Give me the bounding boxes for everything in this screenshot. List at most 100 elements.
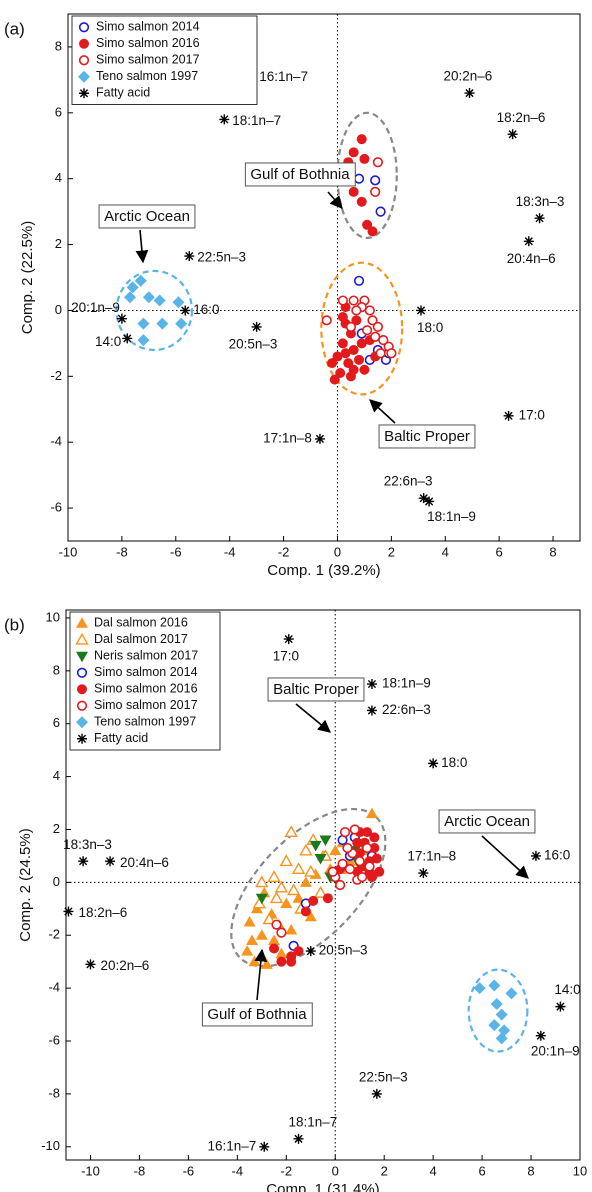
marker bbox=[184, 251, 195, 262]
marker bbox=[555, 1001, 566, 1012]
annotation-box bbox=[438, 809, 536, 834]
x-tick-label: 4 bbox=[442, 544, 449, 559]
marker bbox=[523, 236, 534, 247]
marker bbox=[137, 334, 150, 347]
marker bbox=[274, 880, 289, 893]
marker bbox=[348, 295, 359, 306]
fatty-acid-label: 22:6n–3 bbox=[384, 474, 433, 489]
marker bbox=[327, 866, 338, 877]
marker bbox=[366, 705, 377, 716]
marker bbox=[305, 946, 316, 957]
marker bbox=[313, 886, 328, 898]
group-ellipse bbox=[320, 261, 404, 396]
marker bbox=[153, 294, 166, 307]
fatty-acid-label: 17:1n–8 bbox=[263, 430, 312, 445]
marker bbox=[356, 338, 367, 349]
marker bbox=[371, 853, 382, 864]
marker bbox=[269, 943, 280, 954]
x-tick-label: 2 bbox=[381, 1163, 388, 1178]
fatty-acid-label: 18:0 bbox=[441, 755, 467, 770]
marker bbox=[356, 134, 367, 145]
marker bbox=[507, 129, 518, 140]
marker bbox=[353, 275, 365, 286]
fatty-acid-label: 20:4n–6 bbox=[507, 251, 556, 266]
marker bbox=[378, 334, 389, 346]
y-tick-label: 6 bbox=[55, 104, 62, 119]
marker bbox=[343, 358, 354, 369]
marker bbox=[314, 854, 327, 865]
marker bbox=[369, 832, 380, 843]
legend-marker bbox=[76, 716, 88, 729]
marker bbox=[275, 947, 288, 959]
fatty-acid-label: 22:5n–3 bbox=[359, 1069, 408, 1084]
marker bbox=[348, 147, 359, 158]
legend-marker bbox=[78, 22, 90, 33]
fatty-acid-label: 18:1n–9 bbox=[427, 509, 476, 524]
fatty-acid-label: 18:2n–6 bbox=[497, 110, 546, 125]
legend-marker bbox=[77, 684, 87, 695]
marker bbox=[314, 433, 325, 444]
legend-label: Dal salmon 2016 bbox=[94, 616, 188, 630]
x-tick-label: 6 bbox=[478, 1163, 485, 1178]
marker bbox=[248, 955, 261, 967]
y-axis-label: Comp. 2 (22.5%) bbox=[19, 221, 36, 334]
marker bbox=[291, 862, 306, 875]
annotation-label: Gulf of Bothnia bbox=[207, 1006, 307, 1023]
x-tick-label: 0 bbox=[332, 1163, 339, 1178]
fatty-acid-label: 20:5n–3 bbox=[319, 943, 368, 958]
legend-marker bbox=[78, 55, 90, 66]
legend-marker bbox=[76, 651, 88, 663]
x-tick-label: 2 bbox=[388, 544, 395, 559]
legend-marker bbox=[76, 617, 88, 628]
marker bbox=[348, 344, 359, 355]
marker bbox=[134, 274, 147, 287]
marker bbox=[180, 305, 191, 316]
marker bbox=[142, 291, 155, 304]
marker bbox=[367, 226, 378, 237]
group-ellipse bbox=[230, 807, 387, 968]
marker bbox=[505, 987, 518, 1000]
marker bbox=[351, 305, 362, 316]
marker bbox=[367, 315, 378, 326]
marker bbox=[78, 856, 89, 867]
legend-label: Teno salmon 1997 bbox=[96, 69, 198, 83]
legend-marker bbox=[78, 70, 90, 83]
x-tick-label: -4 bbox=[224, 544, 236, 559]
marker bbox=[337, 312, 348, 323]
annotation-label: Arctic Ocean bbox=[444, 813, 530, 830]
x-axis-label: Comp. 1 (31.4%) bbox=[266, 1181, 379, 1192]
y-tick-label: 2 bbox=[55, 236, 62, 251]
marker bbox=[332, 351, 343, 362]
marker bbox=[319, 835, 332, 847]
marker bbox=[243, 916, 256, 927]
y-tick-label: -6 bbox=[48, 1032, 60, 1047]
marker bbox=[293, 946, 304, 957]
y-tick-label: 0 bbox=[53, 874, 60, 889]
plot-frame bbox=[67, 13, 581, 542]
marker bbox=[495, 1032, 508, 1045]
marker bbox=[172, 296, 185, 309]
marker bbox=[175, 317, 188, 330]
marker bbox=[122, 333, 133, 344]
y-tick-label: 4 bbox=[53, 768, 60, 783]
legend-marker bbox=[76, 700, 88, 711]
marker bbox=[416, 305, 427, 316]
marker bbox=[105, 856, 116, 867]
marker bbox=[354, 848, 365, 859]
marker bbox=[362, 219, 373, 230]
y-tick-label: 6 bbox=[53, 715, 60, 730]
legend-label: Fatty acid bbox=[94, 731, 148, 745]
annotation-arrow bbox=[135, 229, 149, 264]
marker bbox=[339, 827, 351, 838]
marker bbox=[375, 348, 386, 359]
x-tick-label: -6 bbox=[170, 544, 182, 559]
group-ellipse bbox=[467, 968, 529, 1053]
fatty-acid-label: 22:6n–3 bbox=[382, 702, 431, 717]
marker bbox=[362, 827, 373, 838]
legend-box bbox=[69, 611, 221, 751]
x-tick-label: 8 bbox=[549, 544, 556, 559]
marker bbox=[255, 875, 269, 888]
x-tick-label: 10 bbox=[573, 1163, 587, 1178]
legend-label: Simo salmon 2016 bbox=[96, 36, 200, 50]
